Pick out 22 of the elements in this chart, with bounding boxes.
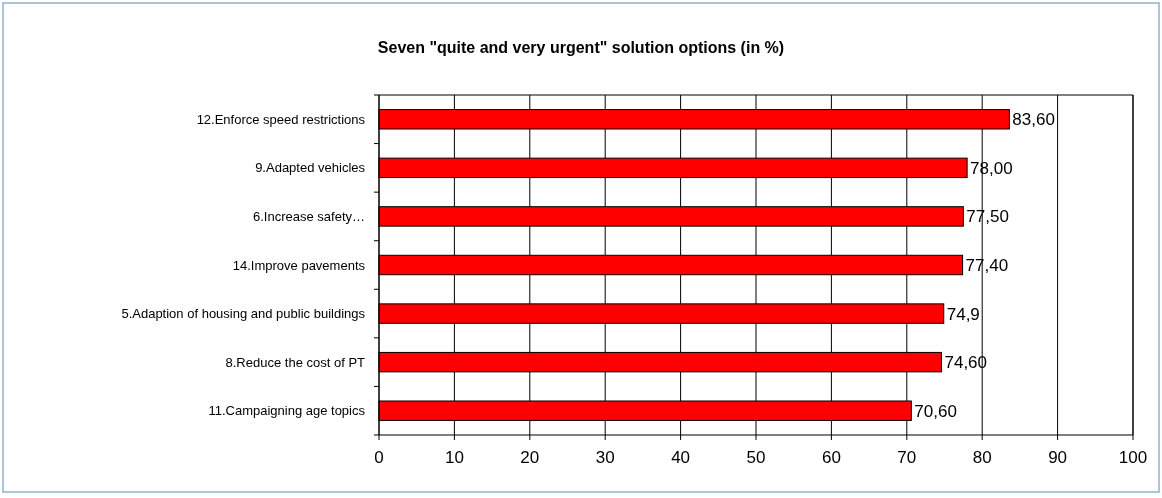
x-tick-label: 50 [746,448,766,467]
y-tick-label: 6.Increase safety… [253,208,365,224]
data-label: 83,60 [1012,110,1055,130]
x-tick-label: 80 [972,448,992,467]
x-tick-label: 100 [1118,448,1148,467]
x-tick-label: 0 [374,448,384,467]
y-tick-label: 11.Campaigning age topics [208,403,366,419]
y-tick-label: 9.Adapted vehicles [255,160,366,176]
y-tick-label: 14.Improve pavements [232,257,366,273]
data-label: 74,9 [946,304,980,324]
x-tick-label: 90 [1048,448,1068,467]
y-tick-label: 5.Adaption of housing and public buildings [121,306,366,322]
chart-title: Seven "quite and very urgent" solution options (in %) [377,39,785,56]
x-tick-label: 30 [595,448,615,467]
y-tick-label: 8.Reduce the cost of PT [225,354,366,370]
x-tick-label: 10 [444,448,464,467]
x-tick-label: 20 [520,448,540,467]
x-tick-label: 70 [897,448,917,467]
y-tick-label: 12.Enforce speed restrictions [196,111,366,127]
x-tick-label: 60 [821,448,841,467]
x-tick-label: 40 [671,448,691,467]
data-label: 70,60 [914,401,957,421]
